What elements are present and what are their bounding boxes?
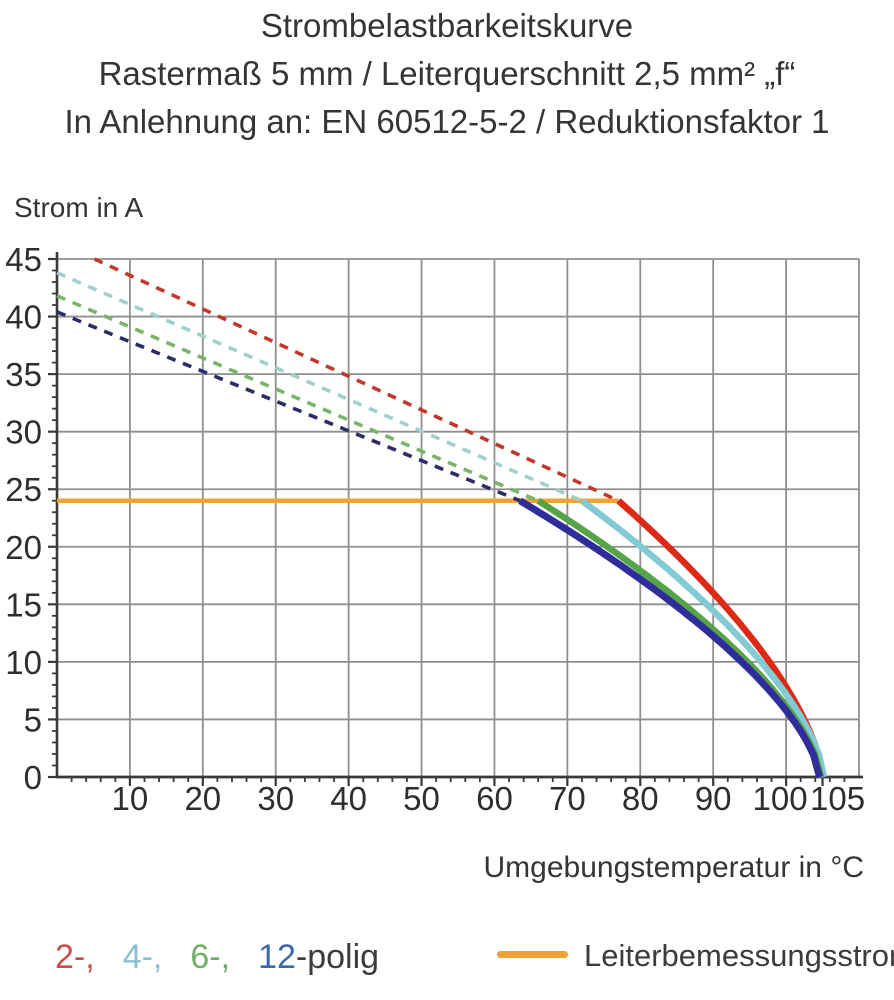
rated-current-label: Leiterbemessungsstrom [584,938,894,973]
x-tick-label: 100 [753,780,808,817]
rated-current-swatch [497,951,568,958]
x-tick-label: 80 [622,780,659,817]
legend-item-6-polig: 6-, [190,938,231,976]
legend-suffix-label: -polig [295,938,380,976]
x-tick-label: 60 [476,780,513,817]
legend-item-2-polig: 2-, [55,938,95,976]
series-dashed-6-polig [56,294,539,503]
y-tick-label: 40 [5,299,42,336]
series-dashed-2-polig [93,257,620,503]
y-axis-title: Strom in A [14,192,144,223]
x-tick-label: 10 [112,780,149,817]
legend-item-4-polig: 4-, [122,938,163,976]
y-tick-label: 0 [24,759,42,796]
title-line-3: In Anlehnung an: EN 60512-5-2 / Reduktio… [64,103,830,140]
y-tick-label: 30 [5,414,42,451]
x-tick-label: 105 [810,780,865,817]
legend-poles: 2-, 4-, 6-, 12-polig [55,938,379,977]
title-line-2: Rastermaß 5 mm / Leiterquerschnitt 2,5 m… [98,55,796,92]
series-curve-2-polig [616,498,826,778]
y-tick-label: 20 [5,529,42,566]
x-tick-label: 70 [549,780,586,817]
series-curve-12-polig [518,497,823,778]
y-tick-label: 35 [5,356,42,393]
y-tick-label: 5 [24,701,42,738]
y-tick-label: 15 [5,586,42,623]
x-tick-label: 50 [403,780,440,817]
y-tick-label: 10 [5,644,42,681]
title-line-1: Strombelastbarkeitskurve [260,7,634,44]
x-tick-label: 90 [695,780,732,817]
series-dashed-12-polig [56,310,521,503]
series-curve-4-polig [580,498,828,778]
legend-rated-current: Leiterbemessungsstrom [497,938,894,974]
x-tick-label: 30 [257,780,294,817]
x-axis-title: Umgebungstemperatur in °C [483,851,864,884]
x-tick-label: 20 [184,780,221,817]
x-tick-label: 40 [330,780,367,817]
series-dashed-4-polig [56,271,583,503]
y-tick-label: 25 [5,471,42,508]
chart-title-block: Strombelastbarkeitskurve Rastermaß 5 mm … [0,2,894,146]
legend-pole-items: 2-, 4-, 6-, 12 [55,938,296,976]
y-tick-label: 45 [5,241,42,278]
legend-item-12-polig: 12 [258,938,296,976]
